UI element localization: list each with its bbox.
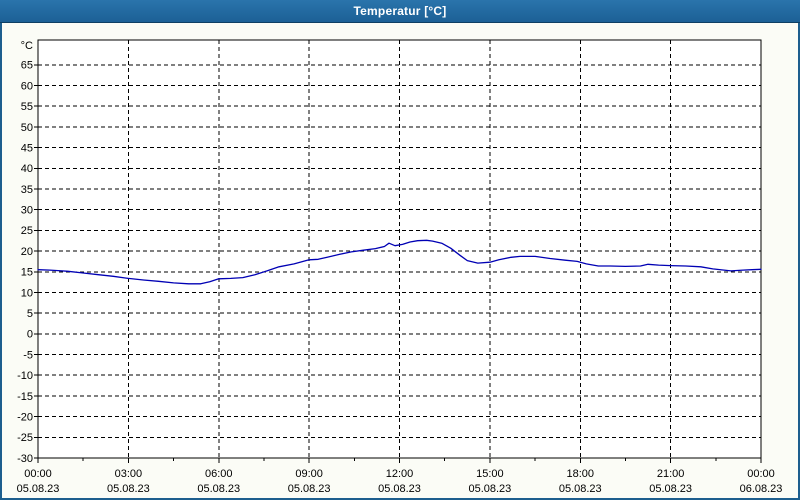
- x-tick-date-label: 05.08.23: [288, 483, 331, 495]
- x-tick-time-label: 03:00: [115, 468, 143, 480]
- x-axis-labels: 00:00 05.08.23 03:00 05.08.23 06:00 05.08.23 0…: [17, 468, 783, 495]
- x-tick-date-label: 05.08.23: [468, 483, 511, 495]
- x-tick-date-label: 05.08.23: [197, 483, 240, 495]
- y-tick-label: -30: [17, 453, 33, 465]
- x-tick-time-label: 00:00: [24, 468, 52, 480]
- x-tick-date-label: 05.08.23: [559, 483, 602, 495]
- window-titlebar[interactable]: Temperatur [°C]: [0, 0, 800, 23]
- y-tick-label: -15: [17, 391, 33, 403]
- window-title: Temperatur [°C]: [353, 4, 447, 18]
- x-tick-date-label: 05.08.23: [649, 483, 692, 495]
- y-tick-label: 25: [21, 225, 33, 237]
- y-tick-label: 20: [21, 246, 33, 258]
- y-tick-label: -5: [23, 349, 33, 361]
- x-tick-date-label: 05.08.23: [17, 483, 60, 495]
- y-tick-label: 65: [21, 60, 33, 72]
- x-tick-date-label: 05.08.23: [378, 483, 421, 495]
- x-tick-time-label: 18:00: [566, 468, 594, 480]
- gridlines: [38, 40, 761, 458]
- y-tick-label: -10: [17, 370, 33, 382]
- temperature-curve: [37, 239, 762, 285]
- y-tick-label: 40: [21, 163, 33, 175]
- y-tick-label: 5: [27, 308, 33, 320]
- plot-frame: [37, 39, 762, 459]
- x-tick-date-label: 05.08.23: [107, 483, 150, 495]
- y-tick-label: -20: [17, 411, 33, 423]
- y-tick-label: 50: [21, 122, 33, 134]
- x-tick-time-label: 06:00: [205, 468, 233, 480]
- x-tick-time-label: 12:00: [386, 468, 414, 480]
- y-tick-label: 55: [21, 101, 33, 113]
- y-tick-label: 30: [21, 205, 33, 217]
- y-tick-label: -25: [17, 432, 33, 444]
- plot-area: [38, 40, 761, 458]
- y-tick-label: 15: [21, 267, 33, 279]
- y-tick-label: 45: [21, 142, 33, 154]
- plot-background: [38, 40, 761, 458]
- y-axis-unit-label: °C: [21, 40, 33, 52]
- temperature-series: [37, 239, 762, 285]
- y-tick-label: 10: [21, 287, 33, 299]
- x-tick-time-label: 00:00: [747, 468, 775, 480]
- x-tick-time-label: 15:00: [476, 468, 504, 480]
- x-tick-date-label: 06.08.23: [740, 483, 783, 495]
- x-tick-time-label: 21:00: [657, 468, 685, 480]
- y-tick-label: 35: [21, 184, 33, 196]
- y-tick-label: 60: [21, 80, 33, 92]
- y-axis-labels: °C -30 -25 -20 -15 -10 -5 0 5 10 15 20 25 30 35 40 45 50 5…: [17, 40, 33, 465]
- x-tick-time-label: 09:00: [295, 468, 323, 480]
- y-tick-label: 0: [27, 329, 33, 341]
